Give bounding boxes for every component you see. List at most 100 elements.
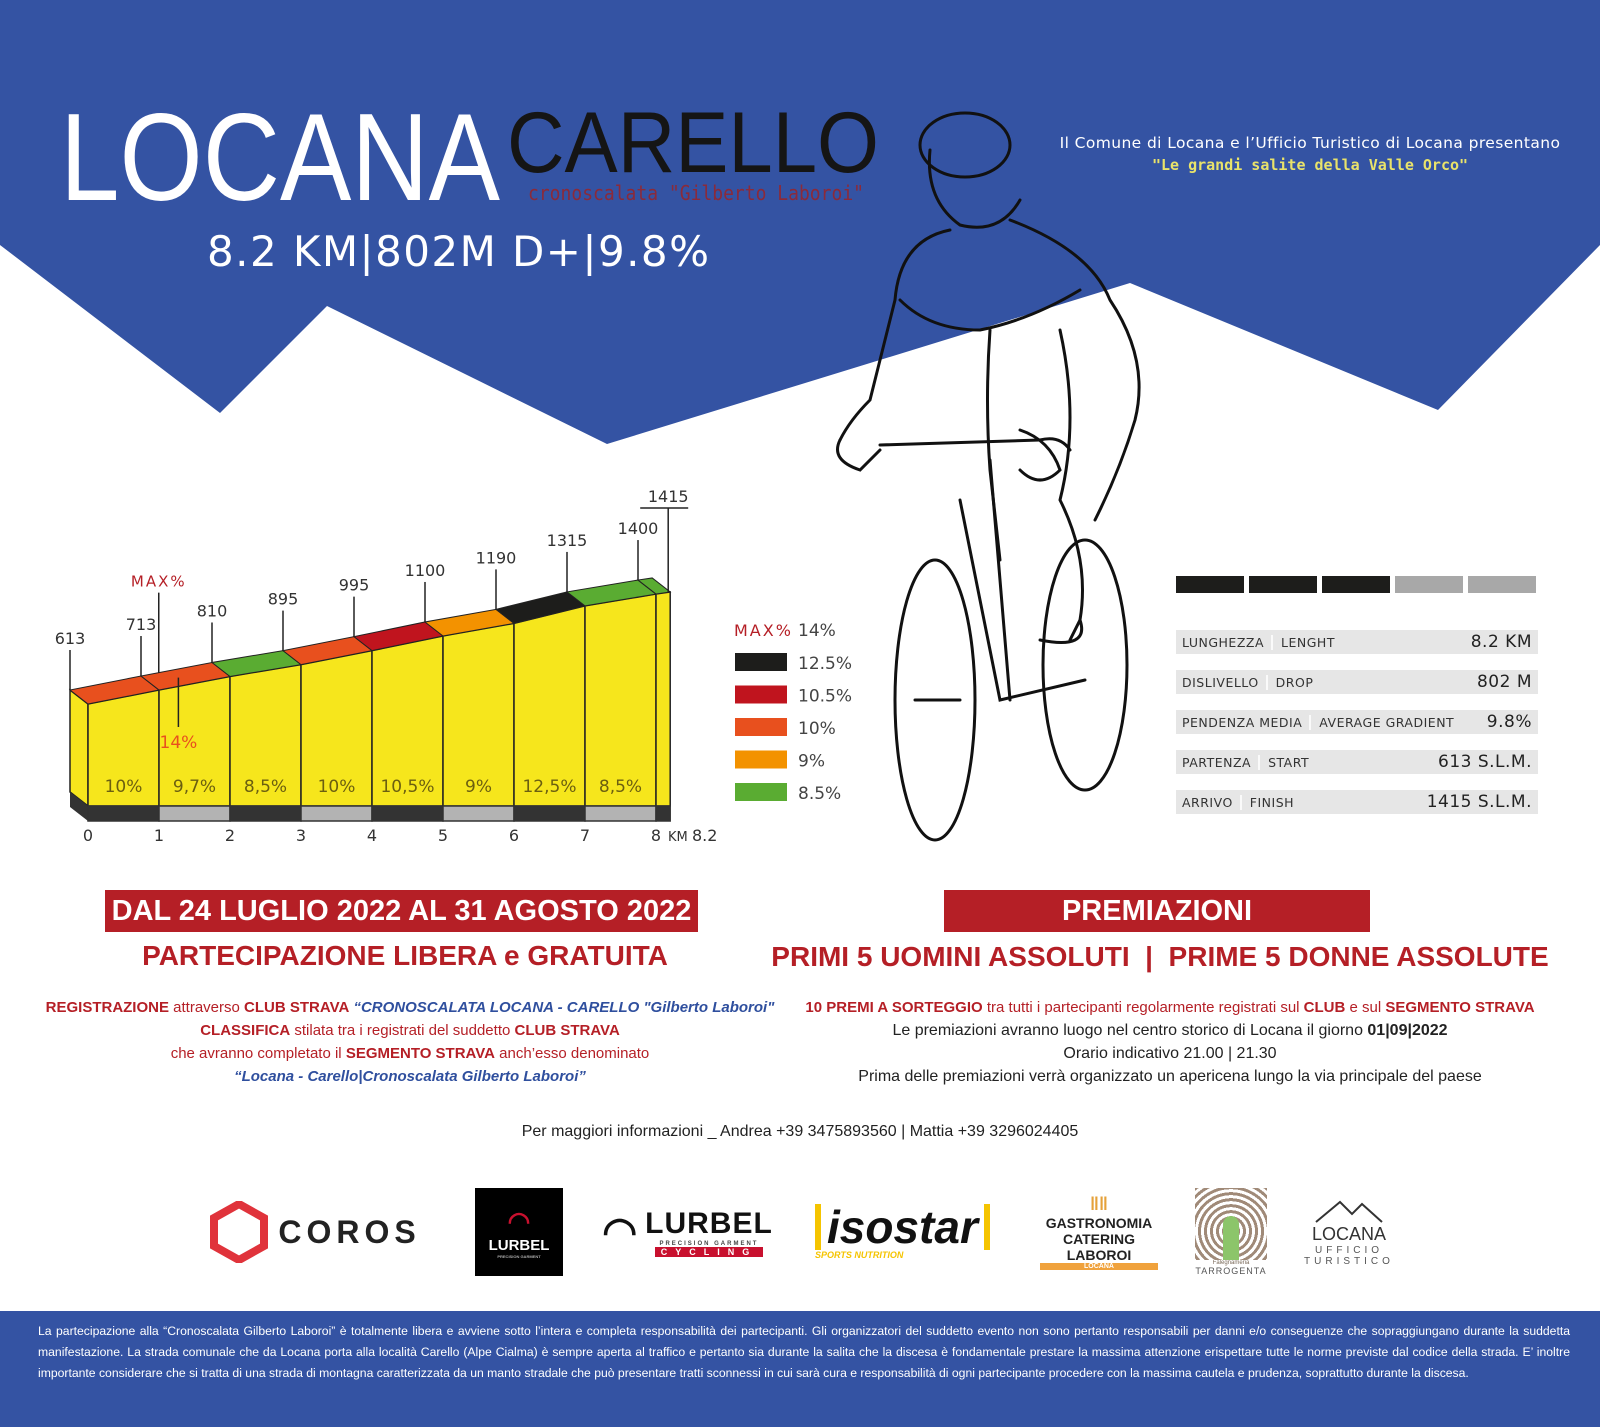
awards-banner: PREMIAZIONI (944, 890, 1370, 932)
blue-mountain-shape (0, 0, 1600, 444)
stats-row: LUNGHEZZA LENGHT 8.2 KM (1176, 630, 1538, 654)
legend-label: 12.5% (798, 654, 852, 674)
stats-row: PENDENZA MEDIA AVERAGE GRADIENT 9.8% (1176, 710, 1538, 734)
stat-label-it: ARRIVO (1182, 794, 1242, 810)
text-segment: 01|09|2022 (1367, 1022, 1448, 1039)
text-segment: 10 PREMI A SORTEGGIO (805, 999, 983, 1016)
stat-label-it: LUNGHEZZA (1182, 634, 1274, 650)
date-banner: DAL 24 LUGLIO 2022 AL 31 AGOSTO 2022 (105, 890, 698, 932)
max-label: MAX% (131, 573, 187, 591)
title-carello: CARELLO (507, 95, 879, 191)
legend-label: 10.5% (798, 687, 852, 707)
difficulty-segment (1249, 576, 1317, 593)
elevation-label: 1190 (476, 548, 517, 567)
elevation-profile-chart: 10% 9,7% 8,5% 10% 10,5% 9% 12,5% 8,5%6137138108… (55, 487, 852, 845)
text-line: CLASSIFICA stilata tra i registrati del … (30, 1019, 790, 1042)
text-segment: tra tutti i partecipanti regolarmente re… (982, 999, 1304, 1016)
segment-gradient-label: 8,5% (244, 777, 287, 797)
x-tick-label: 6 (509, 826, 519, 845)
stats-table: LUNGHEZZA LENGHT 8.2 KM DISLIVELLO DROP 802 M… (1176, 630, 1538, 830)
tagline-text: "Le grandi salite della Valle Orco" (1151, 156, 1469, 174)
stats-row: DISLIVELLO DROP 802 M (1176, 670, 1538, 694)
text-segment: CLUB STRAVA (244, 999, 350, 1016)
ground-km-bar (229, 805, 302, 822)
elevation-label: 613 (55, 629, 86, 648)
stat-label-en: FINISH (1249, 794, 1295, 810)
text-line: 10 PREMI A SORTEGGIO tra tutti i parteci… (770, 996, 1570, 1019)
stats-row: ARRIVO FINISH 1415 S.L.M. (1176, 790, 1538, 814)
sponsor-lurbel-black-logo: ◠ LURBEL PRECISION GARMENT (475, 1188, 563, 1276)
difficulty-segment (1395, 576, 1463, 593)
elevation-label: 1400 (618, 519, 659, 538)
text-segment: stilata tra i registrati del suddetto (290, 1022, 515, 1039)
text-segment: attraverso (168, 999, 245, 1016)
cyclist-illustration (836, 111, 1141, 842)
profile-segment-face (513, 604, 586, 807)
text-segment: che avranno completato il (170, 1045, 346, 1062)
x-tick-label: 4 (367, 826, 377, 845)
difficulty-segment (1176, 576, 1244, 593)
stat-label-it: PENDENZA MEDIA (1182, 714, 1312, 730)
profile-side-face (69, 688, 89, 808)
difficulty-bar (1176, 576, 1536, 593)
text-line: “Locana - Carello|Cronoscalata Gilberto … (30, 1065, 790, 1088)
x-tick-label: 3 (296, 826, 306, 845)
ground-km-bar (513, 805, 586, 822)
text-segment: CLUB (1303, 999, 1346, 1016)
text-line: che avranno completato il SEGMENTO STRAV… (30, 1042, 790, 1065)
profile-segment-face (584, 593, 657, 807)
text-segment: Orario indicativo 21.00 | 21.30 (1063, 1045, 1277, 1062)
segment-gradient-label: 12,5% (522, 777, 576, 797)
legend-max-value: 14% (798, 621, 836, 641)
elevation-label: 810 (197, 601, 228, 620)
sponsor-coros-logo: COROS (188, 1188, 443, 1276)
stat-label-en: START (1268, 754, 1310, 770)
text-segment: REGISTRAZIONE (45, 999, 169, 1016)
gradient-band (636, 577, 672, 595)
stat-value: 802 M (1476, 672, 1532, 692)
elevation-label: 895 (268, 590, 299, 609)
elevation-label: 1100 (405, 561, 446, 580)
elevation-label: 995 (339, 576, 370, 595)
text-line: Orario indicativo 21.00 | 21.30 (770, 1042, 1570, 1065)
wood-rings-icon (1195, 1188, 1267, 1260)
text-segment: Prima delle premiazioni verrà organizzat… (858, 1068, 1482, 1085)
text-segment: anch’esso denominato (495, 1045, 650, 1062)
elevation-label: 1315 (547, 531, 588, 550)
x-tick-label: 0 (83, 826, 93, 845)
legend-swatch (735, 685, 787, 704)
text-segment: “Locana - Carello|Cronoscalata Gilberto … (234, 1068, 586, 1085)
sponsor-isostar-logo: isostar SPORTS NUTRITION (815, 1188, 1015, 1276)
stat-label-en: DROP (1275, 674, 1314, 690)
stats-row: PARTENZA START 613 S.L.M. (1176, 750, 1538, 774)
coros-hexagon-icon (210, 1201, 269, 1263)
title-locana: LOCANA (60, 89, 500, 227)
text-segment: SEGMENTO STRAVA (1385, 999, 1535, 1016)
presenter-text: Il Comune di Locana e l’Ufficio Turistic… (1059, 134, 1561, 152)
segment-gradient-label: 10% (105, 777, 143, 797)
max-value-label: 14% (160, 733, 198, 753)
x-tick-label: 5 (438, 826, 448, 845)
text-segment: “CRONOSCALATA LOCANA - CARELLO "Gilberto… (349, 999, 775, 1016)
legend-swatch (735, 653, 787, 671)
ground-km-bar (300, 805, 373, 822)
stat-label-it: PARTENZA (1182, 754, 1261, 770)
title-summary: 8.2 KM|802M D+|9.8% (207, 227, 709, 276)
stat-value: 9.8% (1486, 712, 1532, 732)
sponsor-gastronomia-logo: ǁǁ GASTRONOMIA CATERING LABOROI LOCANA (1040, 1188, 1158, 1276)
legend-label: 8.5% (798, 784, 841, 804)
segment-gradient-label: 10% (318, 777, 356, 797)
cutlery-icon: ǁǁ (1090, 1194, 1108, 1214)
text-line: REGISTRAZIONE attraverso CLUB STRAVA “CR… (30, 996, 790, 1019)
segment-gradient-label: 9% (465, 777, 492, 797)
x-axis-unit: KM (668, 830, 688, 845)
text-segment: e sul (1345, 999, 1386, 1016)
contact-info: Per maggiori informazioni _ Andrea +39 3… (521, 1123, 1079, 1140)
stat-label-en: AVERAGE GRADIENT (1319, 714, 1455, 730)
segment-gradient-label: 8,5% (599, 777, 642, 797)
ground-side-face (70, 792, 88, 821)
text-segment: SEGMENTO STRAVA (345, 1045, 495, 1062)
stat-value: 1415 S.L.M. (1426, 792, 1532, 812)
awards-heading: PRIMI 5 UOMINI ASSOLUTI | PRIME 5 DONNE … (771, 941, 1549, 972)
